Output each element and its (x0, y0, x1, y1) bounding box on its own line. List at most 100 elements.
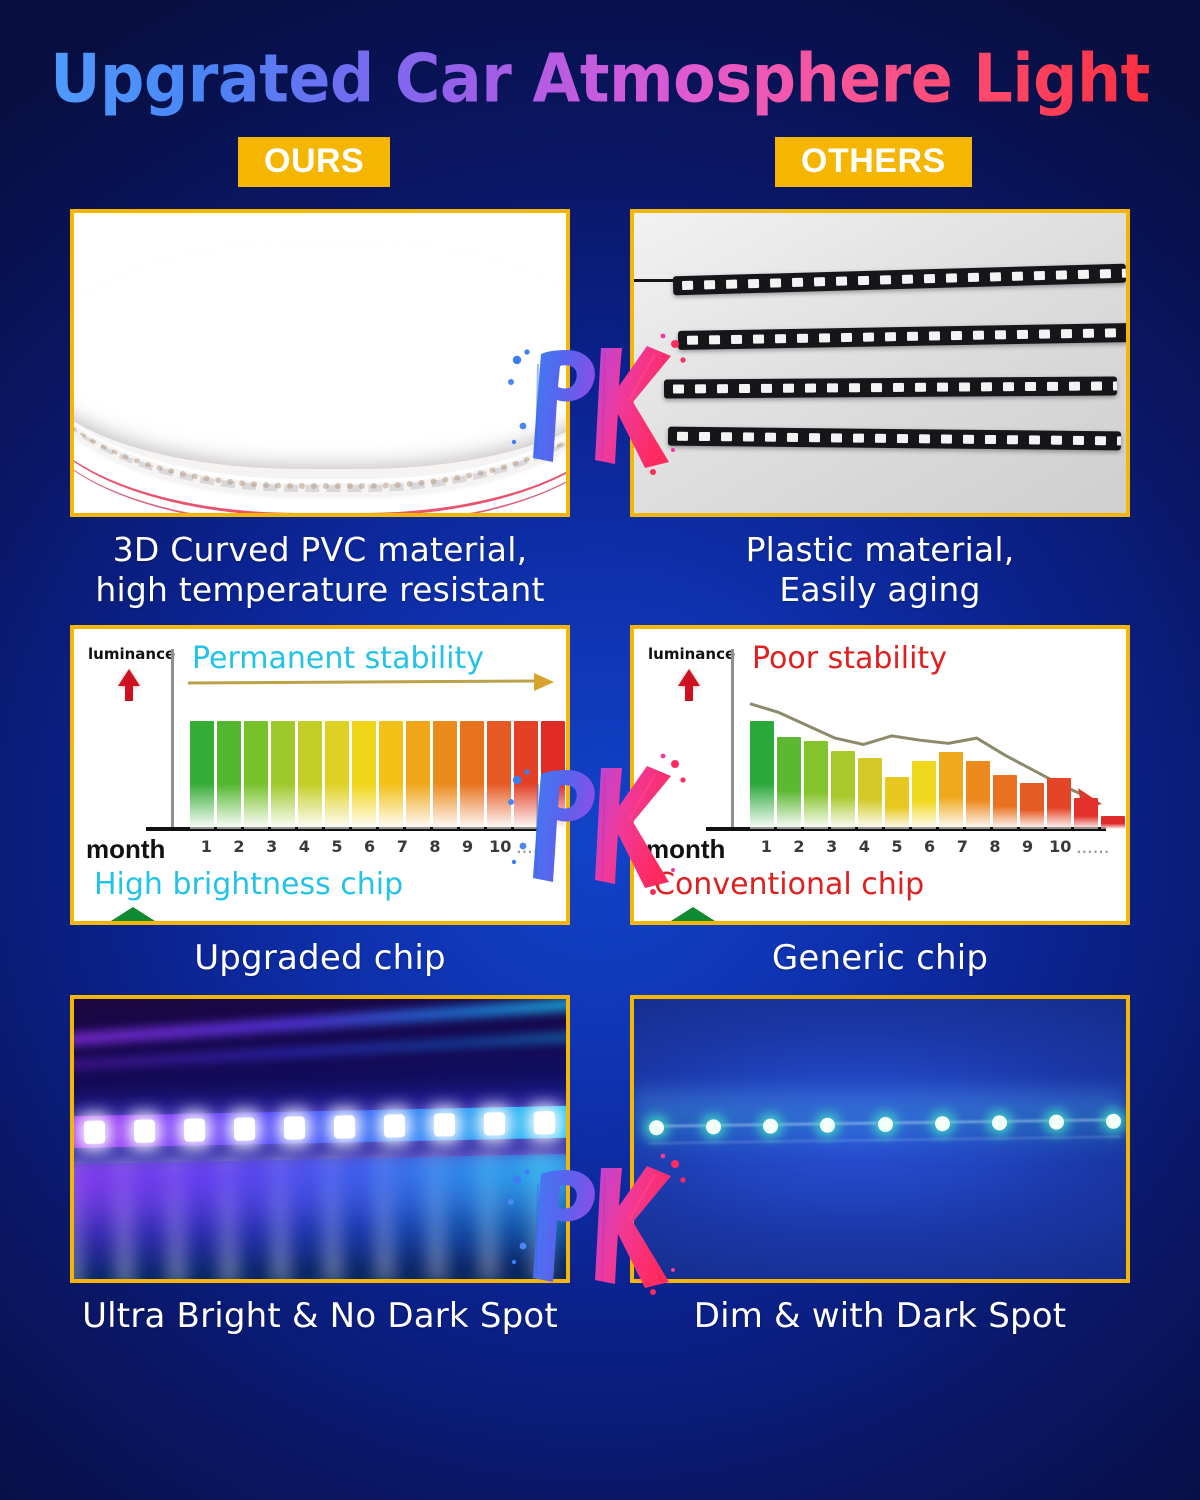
chart-xlabel: month (646, 833, 726, 864)
chart-y-axis (171, 648, 174, 829)
chart-bar (298, 721, 322, 829)
chart-tick-label: 7 (396, 836, 408, 856)
luminance-arrow-stem-icon (125, 684, 133, 701)
bright-led-photo (74, 998, 566, 1279)
chart-bar (858, 757, 882, 829)
chart-x-axis (706, 826, 1106, 831)
chart-bar (993, 774, 1017, 829)
green-triangle-icon (652, 906, 734, 921)
panel-ours-lit-photo (70, 994, 570, 1283)
chart-tick-label: 9 (462, 836, 474, 856)
chart-tick-label: 8 (429, 836, 441, 856)
chart-tick-label: 6 (924, 836, 936, 856)
chart-title-ours: Permanent stability (192, 640, 485, 676)
chart-x-ticks-others: 1 2 3 4 5 6 7 8 9 10...... (750, 837, 1110, 856)
black-strips-photo (634, 213, 1126, 513)
caption-line-1: 3D Curved PVC material, (112, 530, 528, 569)
comparison-rows: 3D Curved PVC material, high temperature… (0, 209, 1200, 1337)
chart-tick-label: 4 (298, 836, 310, 856)
ours-brightness-column: Ultra Bright & No Dark Spot (70, 994, 570, 1337)
chart-bar (487, 721, 511, 829)
luminance-up-arrow-icon (678, 668, 700, 686)
panel-others-dim-photo (630, 994, 1130, 1283)
chart-bar (912, 760, 936, 829)
chart-bar (804, 740, 828, 829)
chart-x-ticks-ours: 1 2 3 4 5 6 7 8 9 10...... (190, 837, 550, 856)
chart-bar (939, 752, 963, 829)
column-badges: OURS OTHERS (0, 137, 1200, 199)
chart-tick-label: 5 (331, 836, 343, 856)
chart-bar (750, 721, 774, 829)
chart-y-axis (731, 648, 734, 829)
row-material: 3D Curved PVC material, high temperature… (0, 209, 1200, 611)
caption-others-chip: Generic chip (771, 937, 989, 978)
others-brightness-column: Dim & with Dark Spot (630, 994, 1130, 1337)
caption-others-material: Plastic material, Easily aging (630, 517, 1130, 611)
chart-bar (271, 721, 295, 829)
caption-line-1: Plastic material, (745, 530, 1015, 569)
chart-bar (831, 751, 855, 829)
chart-footer-ours: High brightness chip (94, 866, 404, 902)
caption-others-brightness: Dim & with Dark Spot (693, 1295, 1067, 1336)
chart-title-others: Poor stability (752, 640, 947, 676)
chart-bar (1074, 798, 1098, 829)
chart-tick-label: 1 (200, 836, 212, 856)
chart-bar (777, 737, 801, 829)
chart-tick-label: 7 (956, 836, 968, 856)
chart-bar (541, 721, 565, 829)
chart-bar (325, 721, 349, 829)
green-triangle-icon (92, 906, 174, 921)
chart-tick-label: 9 (1022, 836, 1034, 856)
page-title: Upgrated Car Atmosphere Light (50, 39, 1150, 118)
caption-ours-chip: Upgraded chip (194, 937, 446, 978)
chart-tick-label: 3 (826, 836, 838, 856)
chart-bar (244, 721, 268, 829)
chart-bar (379, 721, 403, 829)
chart-bar (966, 760, 990, 829)
pvc-strip-photo (74, 213, 566, 513)
chart-tick-label: 8 (989, 836, 1001, 856)
chart-footer-others: Conventional chip (654, 866, 925, 902)
chart-tick-label: 5 (891, 836, 903, 856)
badge-ours: OURS (238, 137, 391, 188)
row-brightness: Ultra Bright & No Dark Spot Dim & with D… (0, 994, 1200, 1337)
chart-tick-label: 10 (489, 836, 512, 856)
chart-tick-label: 10 (1049, 836, 1072, 856)
dim-led-photo (634, 998, 1126, 1279)
chart-bar (1020, 783, 1044, 829)
caption-line-2: Easily aging (779, 570, 981, 610)
chart-bar (460, 721, 484, 829)
chart-bar (190, 721, 214, 829)
panel-others-strips-photo (630, 209, 1130, 517)
trend-polyline (749, 701, 1091, 799)
chart-bar (1047, 778, 1071, 829)
chart-bar (1101, 815, 1125, 829)
chart-tick-label: 6 (364, 836, 376, 856)
chart-bar (217, 721, 241, 829)
chart-bars-ours (190, 711, 565, 829)
ours-material-column: 3D Curved PVC material, high temperature… (70, 209, 570, 611)
chart-bar (885, 777, 909, 829)
trend-arrow-ours (187, 672, 554, 691)
chart-tick-ellipsis: ...... (516, 841, 550, 856)
panel-ours-pvc-photo (70, 209, 570, 517)
caption-ours-material: 3D Curved PVC material, high temperature… (70, 517, 570, 611)
chart-ylabel: luminance (648, 644, 736, 663)
others-material-column: Plastic material, Easily aging (630, 209, 1130, 611)
chart-bar (352, 721, 376, 829)
luminance-up-arrow-icon (118, 668, 140, 686)
chart-tick-label: 1 (760, 836, 772, 856)
header: Upgrated Car Atmosphere Light (0, 0, 1200, 118)
luminance-arrow-stem-icon (685, 684, 693, 701)
chart-x-axis (146, 826, 546, 831)
chart-tick-label: 3 (266, 836, 278, 856)
chart-xlabel: month (86, 833, 166, 864)
chart-ylabel: luminance (88, 644, 176, 663)
